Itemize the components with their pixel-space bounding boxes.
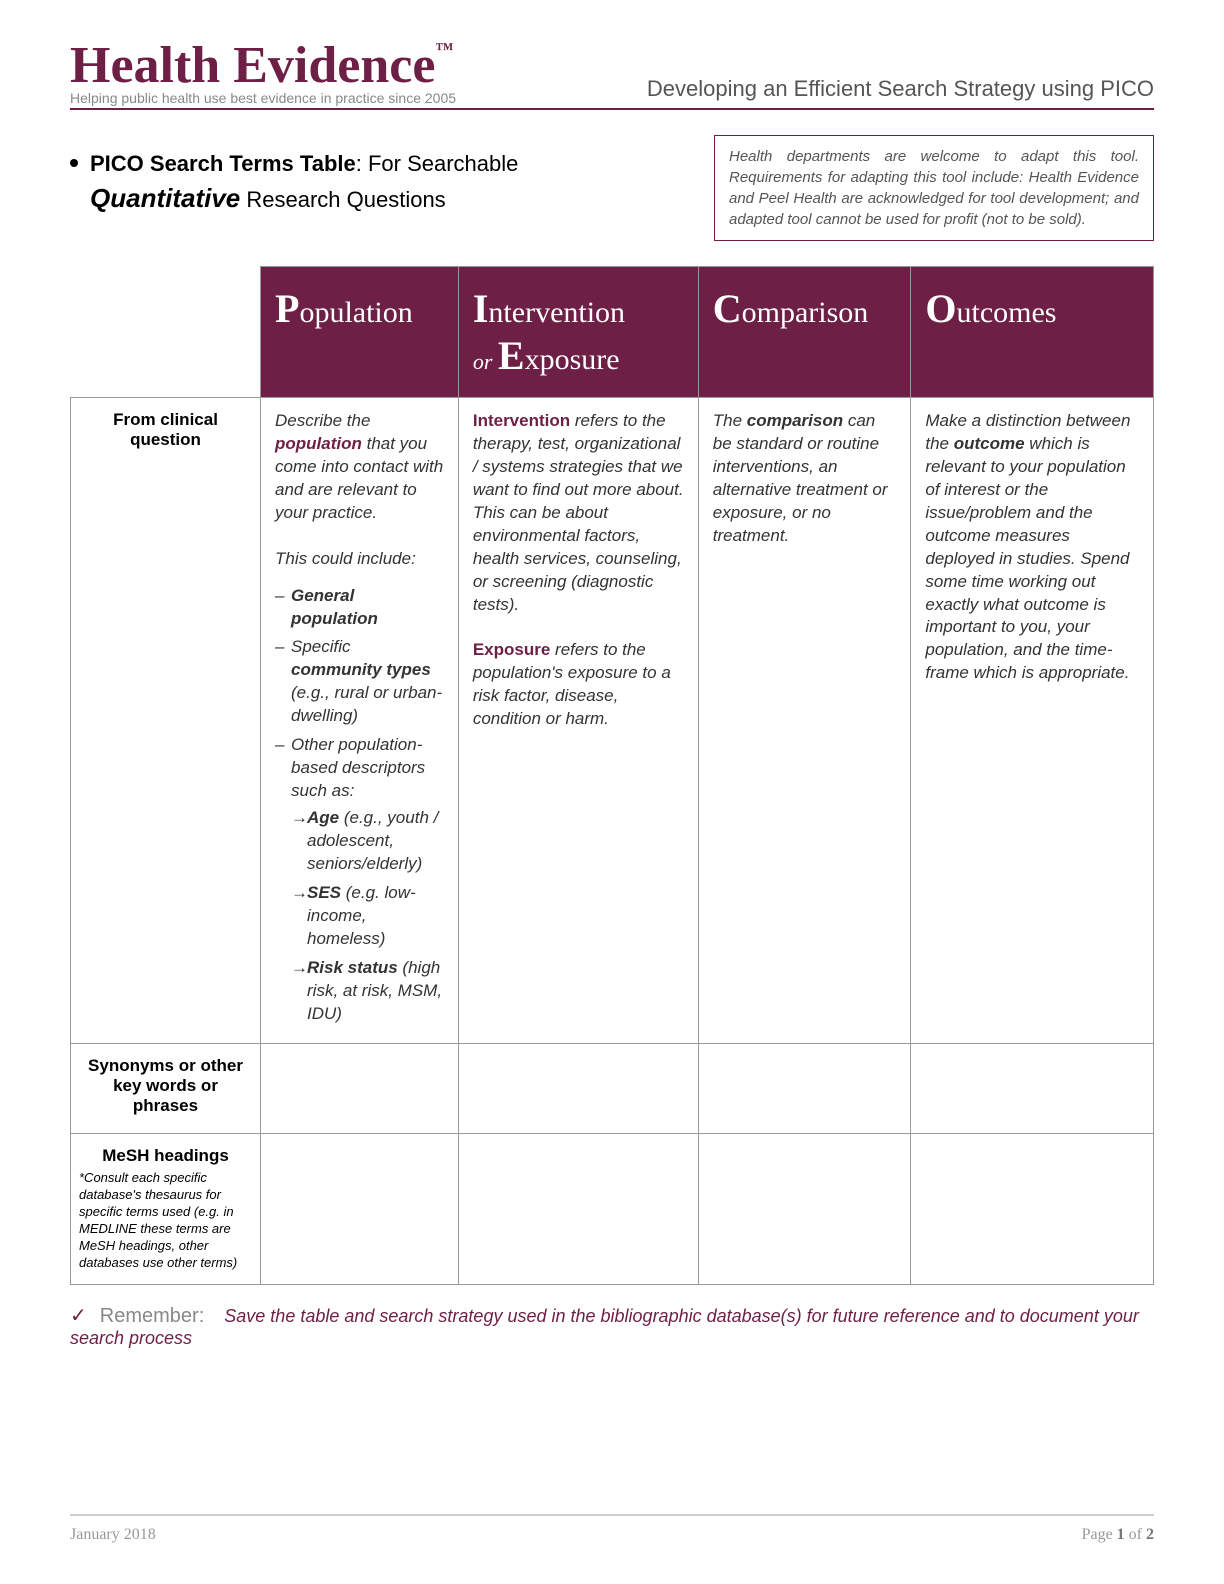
col-intervention: Interventionor Exposure xyxy=(458,267,698,398)
empty-cell xyxy=(458,1044,698,1134)
table-row: MeSH headings *Consult each specific dat… xyxy=(71,1134,1154,1284)
row-label-clinical: From clinical question xyxy=(71,398,261,1044)
title-strong: PICO Search Terms Table xyxy=(90,151,356,176)
empty-cell xyxy=(261,1134,459,1284)
empty-cell xyxy=(911,1044,1154,1134)
page-footer: January 2018 Page 1 of 2 xyxy=(70,1514,1154,1544)
title-rest2: Research Questions xyxy=(240,187,445,212)
col-comparison: Comparison xyxy=(698,267,911,398)
empty-cell xyxy=(261,1044,459,1134)
title-emph: Quantitative xyxy=(90,183,240,213)
footer-date: January 2018 xyxy=(70,1526,156,1544)
cell-population: Describe the population that you come in… xyxy=(261,398,459,1044)
table-row: Synonyms or other key words or phrases xyxy=(71,1044,1154,1134)
table-corner xyxy=(71,267,261,398)
list-item: Other population-based descriptors such … xyxy=(275,734,444,1025)
logo-tm: ™ xyxy=(435,39,453,59)
row-label-mesh: MeSH headings *Consult each specific dat… xyxy=(71,1134,261,1284)
bullet-icon xyxy=(70,159,78,167)
subtitle: Developing an Efficient Search Strategy … xyxy=(647,76,1154,102)
list-item: Age (e.g., youth / adolescent, seniors/e… xyxy=(291,807,444,876)
empty-cell xyxy=(911,1134,1154,1284)
empty-cell xyxy=(458,1134,698,1284)
empty-cell xyxy=(698,1044,911,1134)
check-icon: ✓ xyxy=(70,1305,87,1327)
logo-text: Health Evidence xyxy=(70,37,435,94)
adaptation-note: Health departments are welcome to adapt … xyxy=(714,135,1154,241)
col-outcomes: Outcomes xyxy=(911,267,1154,398)
col-population: Population xyxy=(261,267,459,398)
cell-outcomes: Make a distinction between the outcome w… xyxy=(911,398,1154,1044)
list-item: Risk status (high risk, at risk, MSM, ID… xyxy=(291,957,444,1026)
cell-intervention: Intervention refers to the therapy, test… xyxy=(458,398,698,1044)
list-item: General population xyxy=(275,585,444,631)
table-row: From clinical question Describe the popu… xyxy=(71,398,1154,1044)
pico-table: Population Interventionor Exposure Compa… xyxy=(70,266,1154,1285)
list-item: SES (e.g. low-income, homeless) xyxy=(291,882,444,951)
section-title: PICO Search Terms Table: For Searchable … xyxy=(70,135,694,216)
list-item: Specific community types (e.g., rural or… xyxy=(275,636,444,728)
cell-comparison: The comparison can be standard or routin… xyxy=(698,398,911,1044)
row-label-synonyms: Synonyms or other key words or phrases xyxy=(71,1044,261,1134)
page-header: Health Evidence™ Helping public health u… xyxy=(70,40,1154,110)
remember-note: ✓ Remember: Save the table and search st… xyxy=(70,1303,1154,1349)
empty-cell xyxy=(698,1134,911,1284)
page-number: Page 1 of 2 xyxy=(1082,1526,1154,1544)
title-rest1: : For Searchable xyxy=(356,151,519,176)
